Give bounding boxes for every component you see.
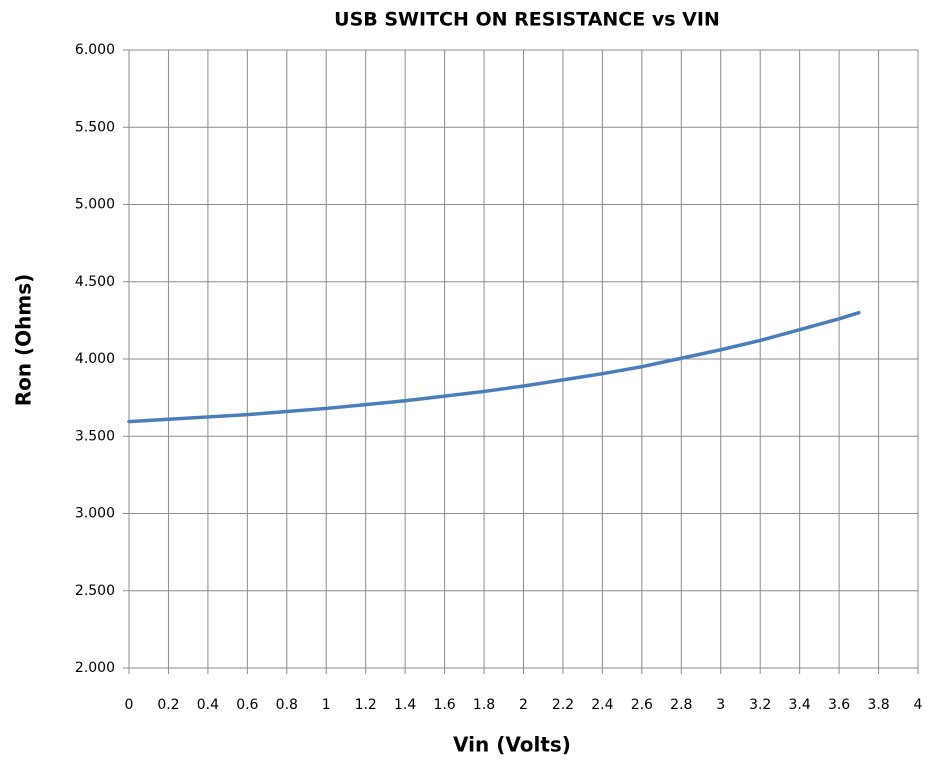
y-tick-label: 4.000 [75, 351, 115, 367]
x-tick-label: 3 [716, 697, 725, 713]
x-tick-label: 1.4 [394, 697, 416, 713]
y-tick-label: 2.500 [75, 583, 115, 599]
y-tick-label: 2.000 [75, 660, 115, 676]
y-axis-label: Ron (Ohms) [12, 274, 36, 407]
x-tick-label: 2 [519, 697, 528, 713]
y-tick-label: 5.000 [75, 197, 115, 213]
y-tick-label: 6.000 [75, 42, 115, 58]
y-tick-label: 4.500 [75, 274, 115, 290]
y-tick-label: 5.500 [75, 119, 115, 135]
x-tick-label: 0.4 [197, 697, 219, 713]
x-tick-label: 1.8 [473, 697, 495, 713]
x-tick-label: 4 [914, 697, 923, 713]
x-tick-label: 0.6 [236, 697, 258, 713]
x-tick-label: 0.2 [157, 697, 179, 713]
y-tick-label: 3.500 [75, 428, 115, 444]
x-tick-label: 1.2 [355, 697, 377, 713]
chart-title: USB SWITCH ON RESISTANCE vs VIN [334, 9, 720, 31]
x-tick-label: 2.6 [631, 697, 653, 713]
x-tick-label: 2.4 [591, 697, 613, 713]
x-tick-label: 3.8 [867, 697, 889, 713]
x-tick-label: 2.2 [552, 697, 574, 713]
x-tick-label: 3.2 [749, 697, 771, 713]
y-tick-label: 3.000 [75, 506, 115, 522]
x-tick-label: 3.6 [828, 697, 850, 713]
x-tick-label: 0.8 [276, 697, 298, 713]
x-tick-label: 3.4 [789, 697, 811, 713]
x-tick-label: 2.8 [670, 697, 692, 713]
x-axis-label: Vin (Volts) [453, 733, 571, 757]
x-tick-label: 1.6 [433, 697, 455, 713]
data-line [127, 310, 861, 424]
x-tick-label: 0 [125, 697, 134, 713]
x-tick-label: 1 [322, 697, 331, 713]
